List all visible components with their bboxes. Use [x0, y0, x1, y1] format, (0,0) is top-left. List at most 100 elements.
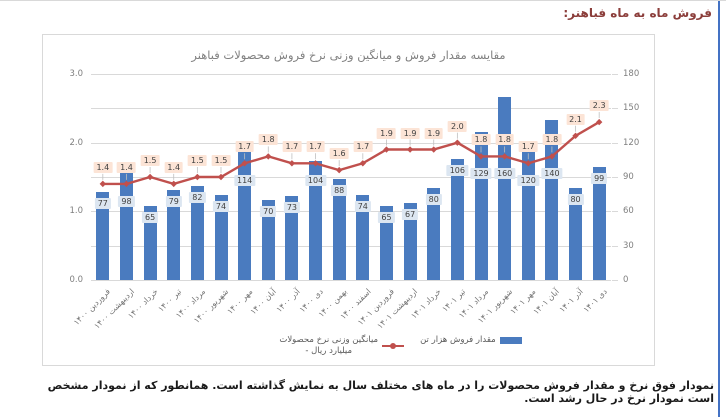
plot-area: 3.0 2.0 1.0 0.0 180 150 120 90 60 30 0 77 98 65 79 82 74…: [43, 35, 656, 367]
bar: [450, 158, 464, 280]
line-value-label: 1.4: [117, 161, 136, 173]
bar-value-label: 98: [118, 195, 135, 207]
line-value-label: 1.5: [187, 155, 207, 166]
bar-value-label: 106: [446, 164, 468, 176]
bar: [143, 205, 157, 280]
bar: [119, 167, 133, 280]
bar: [261, 199, 275, 280]
bar-value-label: 82: [189, 192, 206, 204]
bar-value-label: 65: [141, 211, 159, 223]
gridline: [91, 74, 611, 75]
line-value-label: 1.4: [164, 161, 184, 173]
bar-value-label: 80: [425, 194, 442, 206]
bar: [403, 203, 417, 280]
x-axis-label: دی ۱۴۰۱: [581, 287, 609, 315]
chart-legend: مقدار فروش هزار تن میانگین وزنی نرخ محصو…: [95, 335, 706, 357]
bar: [285, 196, 299, 280]
y-axis-label-left: 1.0: [69, 206, 83, 217]
bar-value-label: 120: [517, 175, 539, 187]
line-value-label: 1.9: [400, 127, 420, 139]
legend-line-unit-label: - میلیارد ریال: [305, 346, 353, 356]
gridline: [91, 280, 611, 281]
bar-value-label: 65: [378, 211, 395, 223]
chart-title: مقایسه مقدار فروش و میانگین وزنی نرخ فرو…: [191, 48, 506, 62]
line-value-label: 1.4: [93, 161, 113, 173]
line-value-label: 1.8: [542, 134, 562, 146]
bar: [309, 160, 323, 280]
bar: [356, 195, 370, 280]
bar-series-swatch-icon: [499, 336, 522, 344]
line-value-label: 1.5: [140, 155, 160, 166]
bar: [190, 186, 204, 280]
bar-value-label: 74: [212, 201, 230, 213]
bar: [474, 132, 488, 280]
y-axis-label-right: 90: [623, 172, 634, 182]
y-axis-tick-right: [612, 177, 618, 178]
caption-text: نمودار فوق نرخ و مقدار فروش محصولات را د…: [47, 379, 714, 405]
bar: [569, 188, 583, 280]
line-value-label: 2.1: [566, 113, 585, 125]
y-axis-label-right: 30: [623, 240, 634, 251]
bar-value-label: 99: [591, 172, 608, 184]
bar-value-label: 70: [260, 205, 277, 217]
legend-item-line-series: میانگین وزنی نرخ محصولات - میلیارد ریال: [279, 335, 405, 357]
y-axis-label-left: 2.0: [69, 137, 83, 148]
bar-value-label: 104: [304, 175, 327, 187]
y-axis-tick-right: [612, 74, 618, 75]
bar: [96, 191, 110, 280]
bar: [238, 149, 252, 280]
bar: [214, 195, 228, 280]
x-axis-label: آذر ۱۴۰۱: [557, 287, 585, 315]
y-axis-tick-right: [612, 142, 618, 144]
bar-value-label: 140: [541, 168, 563, 180]
bar: [592, 166, 606, 280]
line-value-label: 1.8: [258, 134, 278, 146]
line-value-label: 1.7: [306, 141, 325, 153]
bar: [498, 96, 512, 280]
legend-bar-label: مقدار فروش هزار تن: [420, 335, 496, 345]
line-value-label: 1.7: [518, 141, 538, 153]
line-value-label: 1.8: [495, 134, 514, 146]
y-axis-label-left: 3.0: [69, 69, 83, 79]
y-axis-tick-right: [612, 211, 618, 213]
bar-value-label: 114: [233, 175, 256, 187]
text-frame-border: [718, 1, 720, 417]
bar-value-label: 88: [331, 185, 348, 197]
y-axis-tick-right: [612, 280, 618, 281]
y-axis-label-right: 180: [623, 69, 640, 79]
bar: [332, 179, 346, 280]
line-value-label: 1.7: [235, 141, 254, 153]
line-value-label: 1.6: [329, 148, 349, 160]
bar-value-label: 74: [354, 201, 371, 213]
gridline: [91, 245, 611, 247]
x-axis-label: آذر ۱۴۰۰: [274, 287, 302, 315]
line-series-marker-icon: [382, 342, 405, 350]
page-title: فروش ماه به ماه فباهنر:: [563, 6, 712, 20]
y-axis-tick-right: [612, 108, 618, 110]
line-value-label: 1.8: [471, 134, 491, 146]
bar-value-label: 160: [493, 168, 516, 180]
bar-value-label: 77: [94, 197, 111, 209]
bar: [427, 188, 441, 280]
y-axis-tick-right: [612, 245, 618, 247]
bar: [521, 142, 535, 280]
line-value-label: 1.5: [211, 155, 231, 166]
y-axis-label-right: 60: [623, 206, 634, 217]
bar: [167, 189, 181, 280]
line-value-label: 1.9: [377, 127, 396, 139]
bar-value-label: 67: [401, 209, 419, 221]
legend-line-label: میانگین وزنی نرخ محصولات: [279, 335, 379, 345]
y-axis-label-right: 0: [623, 275, 629, 285]
line-value-label: 2.0: [447, 120, 467, 132]
bar-value-label: 129: [470, 168, 492, 180]
line-value-label: 1.7: [353, 141, 373, 153]
legend-item-bar-series: مقدار فروش هزار تن: [420, 335, 522, 345]
line-value-label: 1.9: [424, 127, 444, 139]
y-axis-label-right: 120: [623, 137, 640, 148]
chart-frame: 3.0 2.0 1.0 0.0 180 150 120 90 60 30 0 77 98 65 79 82 74…: [42, 34, 655, 366]
bar-value-label: 73: [283, 202, 300, 214]
bar: [379, 205, 393, 280]
bar-value-label: 79: [165, 195, 182, 207]
line-value-label: 1.7: [282, 141, 302, 153]
